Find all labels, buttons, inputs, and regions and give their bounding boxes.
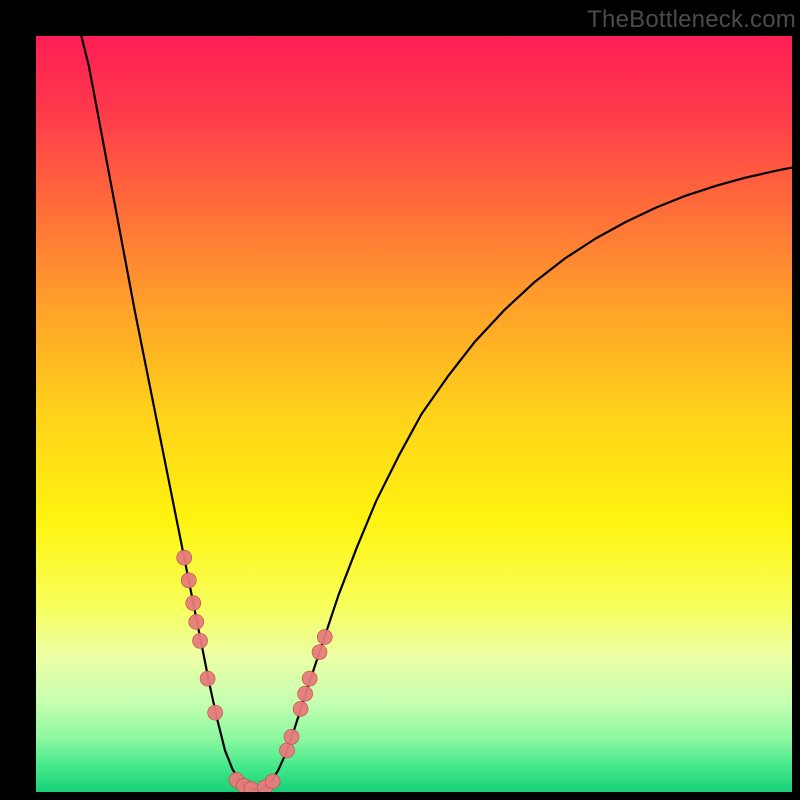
data-point: [193, 633, 208, 648]
watermark: TheBottleneck.com: [587, 6, 796, 34]
data-point: [284, 729, 299, 744]
data-point: [302, 671, 317, 686]
data-point: [189, 614, 204, 629]
data-point: [312, 645, 327, 660]
data-point: [208, 705, 223, 720]
chart-svg: [36, 36, 792, 792]
gradient-background: [36, 36, 792, 792]
data-point: [265, 774, 280, 789]
data-point: [200, 671, 215, 686]
plot-area: [36, 36, 792, 792]
chart-root: { "meta": { "source_label": "TheBottlene…: [0, 0, 800, 800]
data-point: [317, 630, 332, 645]
data-point: [181, 573, 196, 588]
data-point: [177, 550, 192, 565]
data-point: [279, 743, 294, 758]
data-point: [186, 596, 201, 611]
data-point: [298, 686, 313, 701]
data-point: [293, 701, 308, 716]
